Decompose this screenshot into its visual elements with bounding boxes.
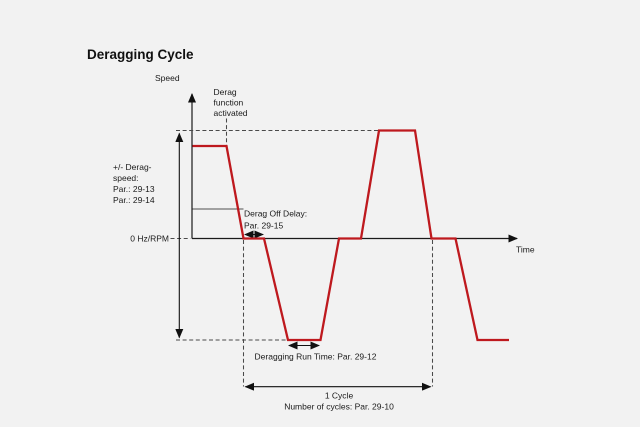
derag-speed-annotation: +/- Derag- speed: Par.: 29-13 Par.: 29-1… [113,162,155,205]
run-time-label: Deragging Run Time: Par. 29-12 [255,352,377,362]
derag-activated-annotation: Derag function activated [214,87,248,118]
derag-speed-line2: speed: [113,173,139,183]
speed-waveform-line [192,129,509,342]
time-axis-label: Time [516,245,535,255]
derag-activated-line2: function [214,98,244,108]
derag-activated-line3: activated [214,108,248,118]
off-delay-line1: Derag Off Delay: [244,209,307,219]
diagram-title: Deragging Cycle [87,47,194,62]
derag-speed-line3: Par.: 29-13 [113,184,155,194]
zero-level-label: 0 Hz/RPM [130,234,169,244]
derag-speed-line4: Par.: 29-14 [113,195,155,205]
derag-activated-line1: Derag [214,87,237,97]
speed-axis-label: Speed [155,73,180,83]
one-cycle-label: 1 Cycle [325,391,354,401]
off-delay-line2: Par. 29-15 [244,221,283,231]
number-of-cycles-label: Number of cycles: Par. 29-10 [284,402,394,412]
derag-speed-line1: +/- Derag- [113,162,152,172]
off-delay-annotation: Derag Off Delay: Par. 29-15 [244,209,307,231]
